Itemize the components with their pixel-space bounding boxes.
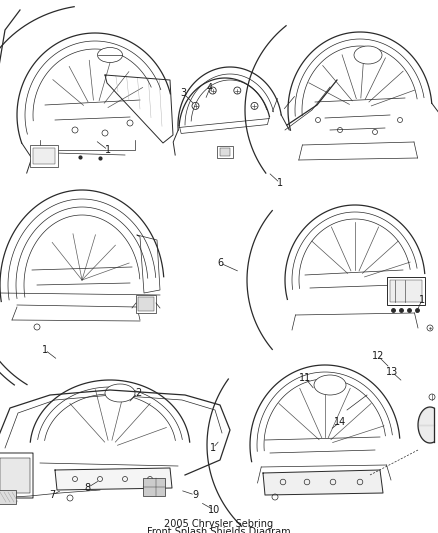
FancyBboxPatch shape <box>220 148 230 156</box>
FancyBboxPatch shape <box>143 478 165 496</box>
Text: 1: 1 <box>105 145 111 155</box>
Text: 6: 6 <box>217 258 223 268</box>
Text: 1: 1 <box>419 295 425 305</box>
FancyBboxPatch shape <box>0 453 33 498</box>
Text: 11: 11 <box>299 373 311 383</box>
Text: 14: 14 <box>334 417 346 427</box>
FancyBboxPatch shape <box>0 490 16 504</box>
Text: 8: 8 <box>84 483 90 493</box>
Polygon shape <box>263 470 383 495</box>
FancyBboxPatch shape <box>390 280 422 302</box>
FancyBboxPatch shape <box>0 458 30 493</box>
FancyBboxPatch shape <box>136 295 156 313</box>
Text: 2: 2 <box>135 388 141 398</box>
Text: 9: 9 <box>192 490 198 500</box>
Text: 3: 3 <box>180 88 186 98</box>
Ellipse shape <box>314 375 346 395</box>
Text: 4: 4 <box>207 83 213 93</box>
Ellipse shape <box>105 384 135 402</box>
Text: 1: 1 <box>210 443 216 453</box>
Ellipse shape <box>354 46 382 64</box>
FancyBboxPatch shape <box>387 277 425 305</box>
Text: Front Splash Shields Diagram: Front Splash Shields Diagram <box>147 527 291 533</box>
Polygon shape <box>55 468 172 490</box>
Text: 13: 13 <box>386 367 398 377</box>
FancyBboxPatch shape <box>138 297 154 311</box>
FancyBboxPatch shape <box>33 148 55 164</box>
Text: 7: 7 <box>49 490 55 500</box>
Text: 12: 12 <box>372 351 384 361</box>
Text: 1: 1 <box>277 178 283 188</box>
Text: 2005 Chrysler Sebring: 2005 Chrysler Sebring <box>164 519 274 529</box>
Text: 1: 1 <box>42 345 48 355</box>
FancyBboxPatch shape <box>217 146 233 158</box>
Text: 10: 10 <box>208 505 220 515</box>
Ellipse shape <box>98 47 123 62</box>
FancyBboxPatch shape <box>30 145 58 167</box>
